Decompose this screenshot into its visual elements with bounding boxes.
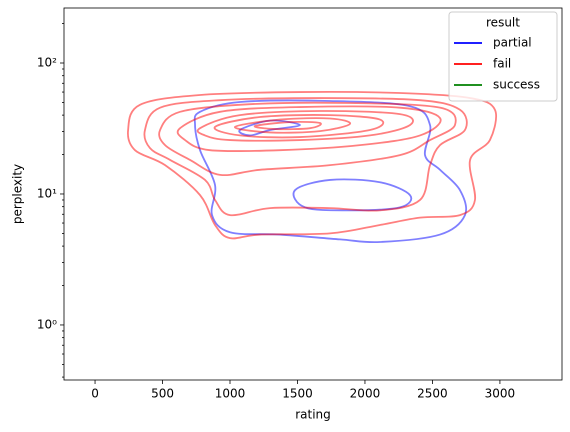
contour-line [253, 120, 322, 131]
legend-label: fail [493, 57, 511, 71]
x-tick-label: 2500 [417, 387, 448, 401]
x-tick-label: 1000 [215, 387, 246, 401]
contour-line [176, 105, 442, 153]
contour-line [127, 91, 498, 240]
legend-label: partial [493, 36, 532, 50]
y-tick-label: 10² [37, 56, 57, 70]
contour-line [196, 110, 414, 142]
y-tick-label: 10⁰ [37, 317, 57, 331]
contour-line [213, 114, 385, 139]
legend-label: success [493, 78, 540, 92]
x-axis-label: rating [295, 408, 331, 422]
x-tick-label: 2000 [350, 387, 381, 401]
x-tick-label: 500 [151, 387, 174, 401]
contour-line [234, 117, 351, 134]
y-tick-label: 10¹ [37, 186, 57, 200]
contour-line [193, 99, 468, 244]
x-tick-label: 0 [91, 387, 99, 401]
x-tick-label: 3000 [485, 387, 516, 401]
y-axis-label: perplexity [11, 164, 25, 224]
legend-title: result [486, 16, 520, 30]
contour-line [143, 97, 468, 217]
contour-line [292, 178, 413, 212]
contour-line [158, 101, 457, 177]
legend: result partial fail success [448, 11, 558, 102]
x-tick-label: 1500 [282, 387, 313, 401]
legend-box [448, 11, 558, 102]
